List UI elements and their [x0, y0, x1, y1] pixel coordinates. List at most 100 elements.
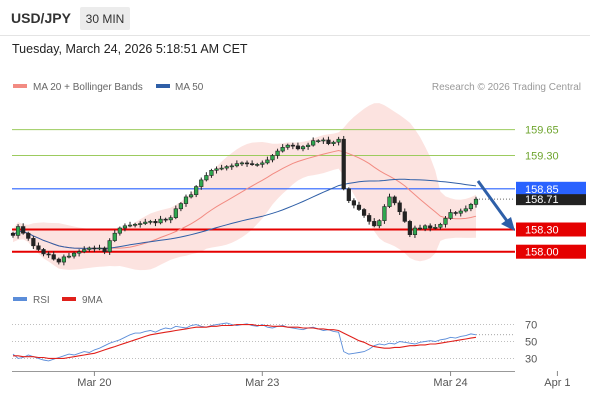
candle-body [473, 198, 479, 205]
candle-body [234, 163, 239, 167]
candle-body [448, 212, 453, 219]
candle [143, 218, 148, 226]
last-price-label-box [516, 194, 586, 206]
candle-body [260, 162, 265, 165]
candle [468, 202, 474, 212]
candle-body [250, 163, 255, 165]
candle-body [15, 226, 21, 236]
candle [51, 251, 56, 261]
candle-body [148, 221, 153, 223]
candle-body [392, 196, 397, 204]
candle-body [417, 227, 423, 230]
candle [21, 223, 26, 235]
candle [346, 187, 351, 204]
candle [122, 223, 128, 232]
candle-body [458, 210, 463, 214]
candle-body [102, 247, 107, 253]
candle-body [92, 247, 97, 250]
candle-body [87, 247, 92, 250]
candle [153, 218, 158, 227]
candle-body [438, 224, 443, 228]
candle [163, 217, 168, 223]
candle-body [122, 225, 128, 229]
bollinger-band-fill [13, 103, 476, 271]
candle-body [265, 159, 270, 164]
candle [305, 142, 311, 150]
candle-body [107, 240, 112, 253]
candle [97, 244, 102, 251]
candle [311, 137, 316, 147]
candle [239, 161, 245, 167]
candle [229, 163, 234, 170]
candle-body [382, 206, 387, 221]
price-levels [12, 129, 515, 253]
candle [31, 236, 36, 250]
9ma-legend-label: 9MA [82, 295, 103, 306]
candle [209, 168, 214, 178]
9ma-legend-swatch [62, 297, 76, 301]
candle [61, 254, 66, 266]
candle [71, 251, 77, 259]
candle-body [311, 140, 316, 146]
candle [341, 135, 346, 191]
candle-body [433, 226, 438, 229]
candle [290, 142, 295, 150]
candle [56, 257, 61, 265]
candle [183, 194, 189, 207]
candle-body [66, 255, 72, 258]
candle [77, 249, 82, 257]
time-tick-label: Apr 1 [544, 377, 570, 389]
pivot-label: 158.85 [525, 184, 559, 196]
candle [336, 136, 341, 146]
candle-body [428, 225, 433, 229]
candle [66, 252, 72, 259]
candle [321, 137, 326, 144]
candle [443, 216, 448, 228]
candle [260, 160, 265, 168]
candle [15, 224, 21, 239]
candle-body [407, 221, 412, 235]
rsi-legend-swatch [13, 297, 27, 301]
candle-body [31, 238, 36, 247]
timeframe-badge[interactable] [80, 7, 130, 30]
candle [458, 208, 463, 217]
bollinger-band [13, 103, 476, 271]
last-price-label: 158.71 [525, 194, 559, 206]
candle-body [229, 165, 234, 168]
candle [473, 196, 479, 208]
rsi-legend-label: RSI [33, 295, 50, 306]
candle [127, 221, 133, 228]
candle [438, 222, 443, 230]
candle [448, 209, 453, 220]
candle-body [316, 140, 321, 142]
support-label: 158.00 [525, 247, 559, 259]
candle-body [412, 227, 418, 235]
candle [224, 165, 229, 171]
candle [402, 208, 407, 223]
rsi-tick-label: 30 [525, 353, 537, 365]
candle [407, 219, 412, 238]
candle-body [41, 249, 46, 255]
candle [82, 246, 87, 254]
candle-body [290, 144, 295, 147]
candle-body [51, 254, 56, 260]
rsi-grid: 70 50 30 [12, 320, 537, 365]
candle-body [46, 253, 51, 256]
candle-body [295, 145, 301, 150]
candle [392, 195, 397, 206]
candle-body [199, 179, 204, 187]
candlesticks [10, 135, 479, 266]
candle [270, 154, 275, 163]
candle-body [127, 224, 133, 227]
candle [219, 164, 224, 171]
candle-body [10, 232, 16, 236]
rsi-9ma-line [13, 324, 477, 359]
candle [250, 160, 255, 166]
symbol-label: USD/JPY [11, 10, 72, 26]
candle [107, 238, 112, 255]
candle [356, 201, 362, 211]
candle-body [300, 146, 306, 150]
ma50-legend-swatch [156, 84, 170, 88]
candle [295, 142, 301, 151]
